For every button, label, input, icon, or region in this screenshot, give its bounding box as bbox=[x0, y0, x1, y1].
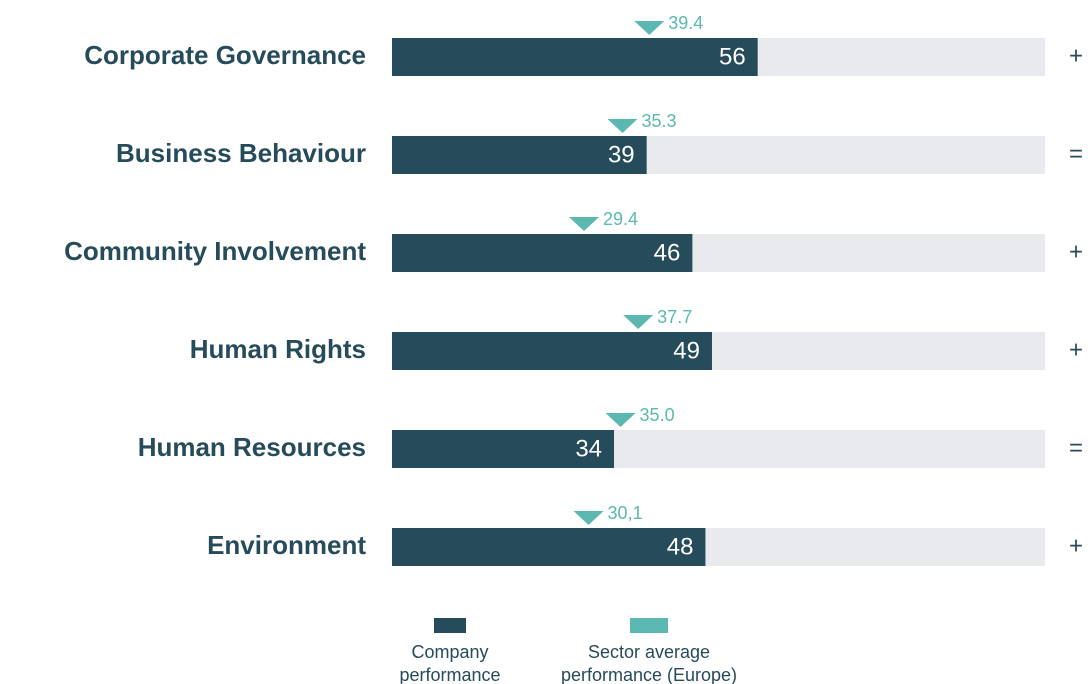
marker-label: 29.4 bbox=[603, 209, 638, 229]
sector-marker bbox=[623, 315, 654, 329]
value-label: 46 bbox=[654, 239, 681, 266]
bar bbox=[392, 430, 615, 468]
sector-marker bbox=[568, 217, 599, 231]
marker-label: 37.7 bbox=[657, 307, 692, 327]
bar bbox=[392, 136, 647, 174]
category-label: Business Behaviour bbox=[116, 138, 366, 168]
value-label: 56 bbox=[719, 43, 746, 70]
legend-swatch bbox=[630, 618, 668, 633]
marker-label: 30,1 bbox=[608, 503, 643, 523]
marker-label: 39.4 bbox=[668, 13, 703, 33]
category-label: Human Resources bbox=[138, 432, 366, 462]
value-label: 34 bbox=[575, 435, 602, 462]
category-label: Environment bbox=[207, 530, 366, 560]
bar bbox=[392, 332, 712, 370]
legend-label: Sector average performance (Europe) bbox=[560, 642, 738, 684]
marker-label: 35.3 bbox=[642, 111, 677, 131]
marker-label: 35.0 bbox=[640, 405, 675, 425]
sector-marker bbox=[573, 511, 604, 525]
trend-symbol: + bbox=[1069, 336, 1083, 363]
category-label: Community Involvement bbox=[64, 236, 366, 266]
value-label: 48 bbox=[667, 533, 694, 560]
category-label: Human Rights bbox=[190, 334, 366, 364]
bar bbox=[392, 38, 758, 76]
bar bbox=[392, 528, 706, 566]
legend-label: Company performance bbox=[399, 642, 501, 684]
sector-marker bbox=[605, 413, 636, 427]
bar bbox=[392, 234, 693, 272]
trend-symbol: + bbox=[1069, 532, 1083, 559]
value-label: 39 bbox=[608, 141, 635, 168]
trend-symbol: + bbox=[1069, 238, 1083, 265]
sector-marker bbox=[634, 21, 665, 35]
trend-symbol: + bbox=[1069, 42, 1083, 69]
sector-marker bbox=[607, 119, 638, 133]
value-label: 49 bbox=[673, 337, 700, 364]
trend-symbol: = bbox=[1069, 434, 1083, 461]
category-label: Corporate Governance bbox=[84, 40, 366, 70]
trend-symbol: = bbox=[1069, 140, 1083, 167]
legend-swatch bbox=[434, 618, 466, 633]
